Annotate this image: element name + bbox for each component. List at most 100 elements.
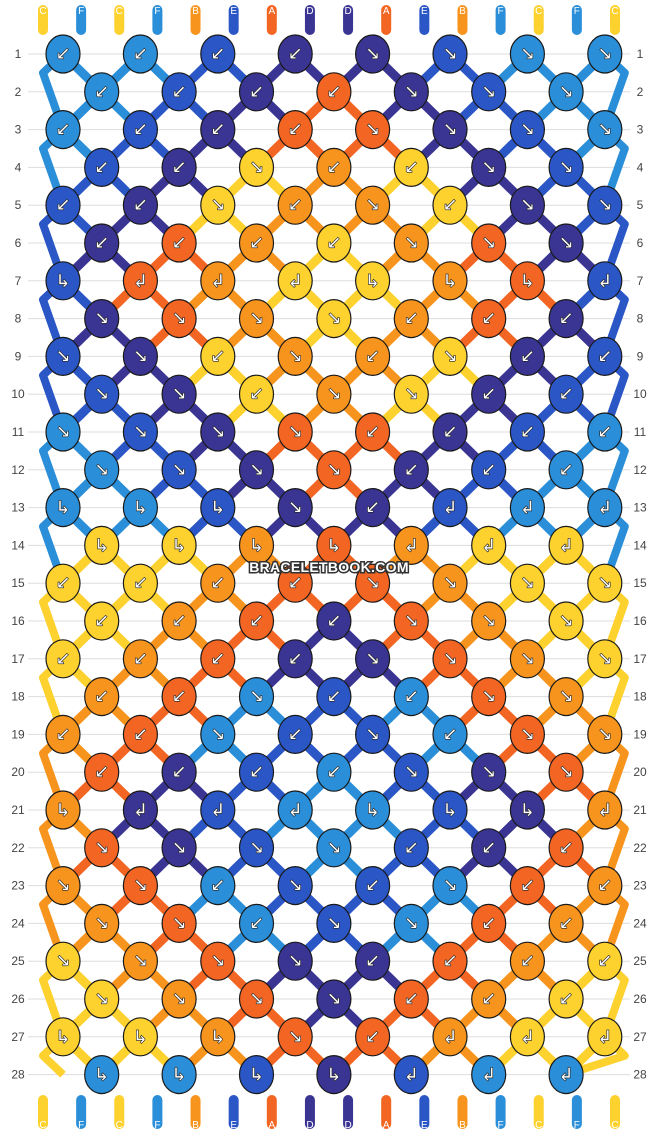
knot: ↘ [432, 110, 468, 150]
strand-letter: C [39, 6, 46, 17]
knot-oval [45, 865, 81, 906]
knot-arrow-icon: ↘ [94, 913, 109, 934]
row-number-left: 4 [15, 160, 22, 174]
knot-arrow-icon: ↘ [520, 724, 535, 745]
strand-letter: F [154, 1120, 160, 1131]
strand-bottom: B [457, 1095, 468, 1131]
knot-arrow-icon: ↘ [326, 989, 341, 1010]
knot: ↘ [432, 336, 468, 376]
knot: ↘ [509, 185, 546, 225]
knot-oval [393, 450, 429, 490]
knot: ↘ [238, 676, 275, 717]
knot-oval [316, 525, 352, 566]
knot-oval [393, 223, 429, 263]
knot-arrow-icon: ↙ [559, 384, 574, 405]
knot-oval [471, 147, 507, 187]
row-number-right: 4 [637, 160, 644, 174]
knot: ↲ [509, 488, 546, 528]
row-number-left: 21 [11, 803, 25, 817]
knot-oval [45, 714, 81, 755]
knot-arrow-icon: ↙ [326, 157, 341, 178]
knot: ↙ [45, 714, 81, 755]
knot-oval [277, 941, 313, 981]
knot: ↳ [45, 1017, 81, 1057]
knot: ↙ [393, 979, 429, 1019]
knot-arrow-icon: ↘ [442, 649, 457, 670]
knot: ↳ [45, 261, 81, 301]
knot-arrow-icon: ↘ [288, 951, 303, 972]
knot: ↙ [548, 903, 584, 944]
row-number-right: 6 [637, 236, 644, 250]
strand-top: B [190, 5, 201, 35]
knot-arrow-icon: ↲ [481, 1065, 496, 1086]
knot-oval [200, 790, 236, 830]
strand-letter: B [459, 6, 466, 17]
knot-oval [122, 412, 158, 452]
knot-arrow-icon: ↙ [365, 1027, 380, 1048]
knot: ↙ [84, 676, 120, 717]
knot-arrow-icon: ↲ [481, 535, 496, 556]
knot: ↘ [393, 903, 429, 944]
row-number-right: 9 [637, 349, 644, 363]
row-number-right: 14 [633, 538, 647, 552]
knot: ↘ [393, 72, 429, 112]
strand-letter: A [383, 1120, 390, 1131]
knot-oval [548, 72, 584, 112]
knot-oval [84, 223, 120, 263]
row-number-left: 15 [11, 576, 25, 590]
knot-arrow-icon: ↘ [249, 460, 264, 481]
knot-arrow-icon: ↘ [326, 838, 341, 859]
knot: ↲ [122, 790, 158, 830]
knot-arrow-icon: ↘ [365, 649, 380, 670]
knot: ↳ [84, 525, 120, 566]
knot: ↘ [316, 374, 352, 414]
knot-arrow-icon: ↘ [288, 498, 303, 519]
knot-oval [432, 639, 468, 679]
knot-arrow-icon: ↙ [520, 422, 535, 443]
knot: ↘ [161, 450, 197, 490]
knot: ↘ [355, 110, 391, 150]
knot-arrow-icon: ↳ [442, 271, 457, 292]
knot-oval [316, 299, 352, 339]
knot: ↙ [316, 676, 352, 717]
knot: ↙ [122, 714, 158, 755]
knot-oval [393, 828, 429, 868]
strand-letter: D [306, 6, 313, 17]
knot-arrow-icon: ↙ [326, 611, 341, 632]
knot-oval [84, 72, 120, 112]
strand-ends: C F C F B E A D D A E B F C F C C F C F B E A D D A E B F C F C [38, 5, 620, 1131]
knot: ↘ [355, 185, 391, 225]
knot-oval [122, 790, 158, 830]
knot-arrow-icon: ↘ [559, 233, 574, 254]
knot-oval [432, 563, 468, 603]
knot-arrow-icon: ↙ [94, 687, 109, 708]
strand-letter: E [421, 1120, 428, 1131]
knot-oval [548, 601, 584, 641]
knot-arrow-icon: ↲ [442, 498, 457, 519]
knot: ↘ [200, 412, 236, 452]
knot-arrow-icon: ↘ [133, 346, 148, 367]
knot: ↙ [355, 412, 391, 452]
row-number-left: 10 [11, 387, 25, 401]
knot-oval [355, 185, 391, 225]
knot-arrow-icon: ↙ [249, 82, 264, 103]
knot: ↘ [509, 563, 546, 603]
strand-letter: C [39, 1120, 46, 1131]
knot-oval [238, 601, 275, 641]
row-number-left: 20 [11, 765, 25, 779]
knot-oval [238, 72, 275, 112]
knot-oval [548, 828, 584, 868]
knot: ↘ [45, 865, 81, 906]
knot-arrow-icon: ↙ [288, 195, 303, 216]
knot-arrow-icon: ↘ [597, 195, 612, 216]
knot: ↘ [587, 110, 623, 150]
knot: ↙ [355, 336, 391, 376]
knot-arrow-icon: ↙ [404, 989, 419, 1010]
knot: ↳ [122, 1017, 158, 1057]
knot-oval [548, 903, 584, 944]
knot-arrow-icon: ↘ [365, 573, 380, 594]
knot-arrow-icon: ↙ [55, 195, 70, 216]
knot-oval [587, 488, 623, 528]
knot-oval [277, 790, 313, 830]
